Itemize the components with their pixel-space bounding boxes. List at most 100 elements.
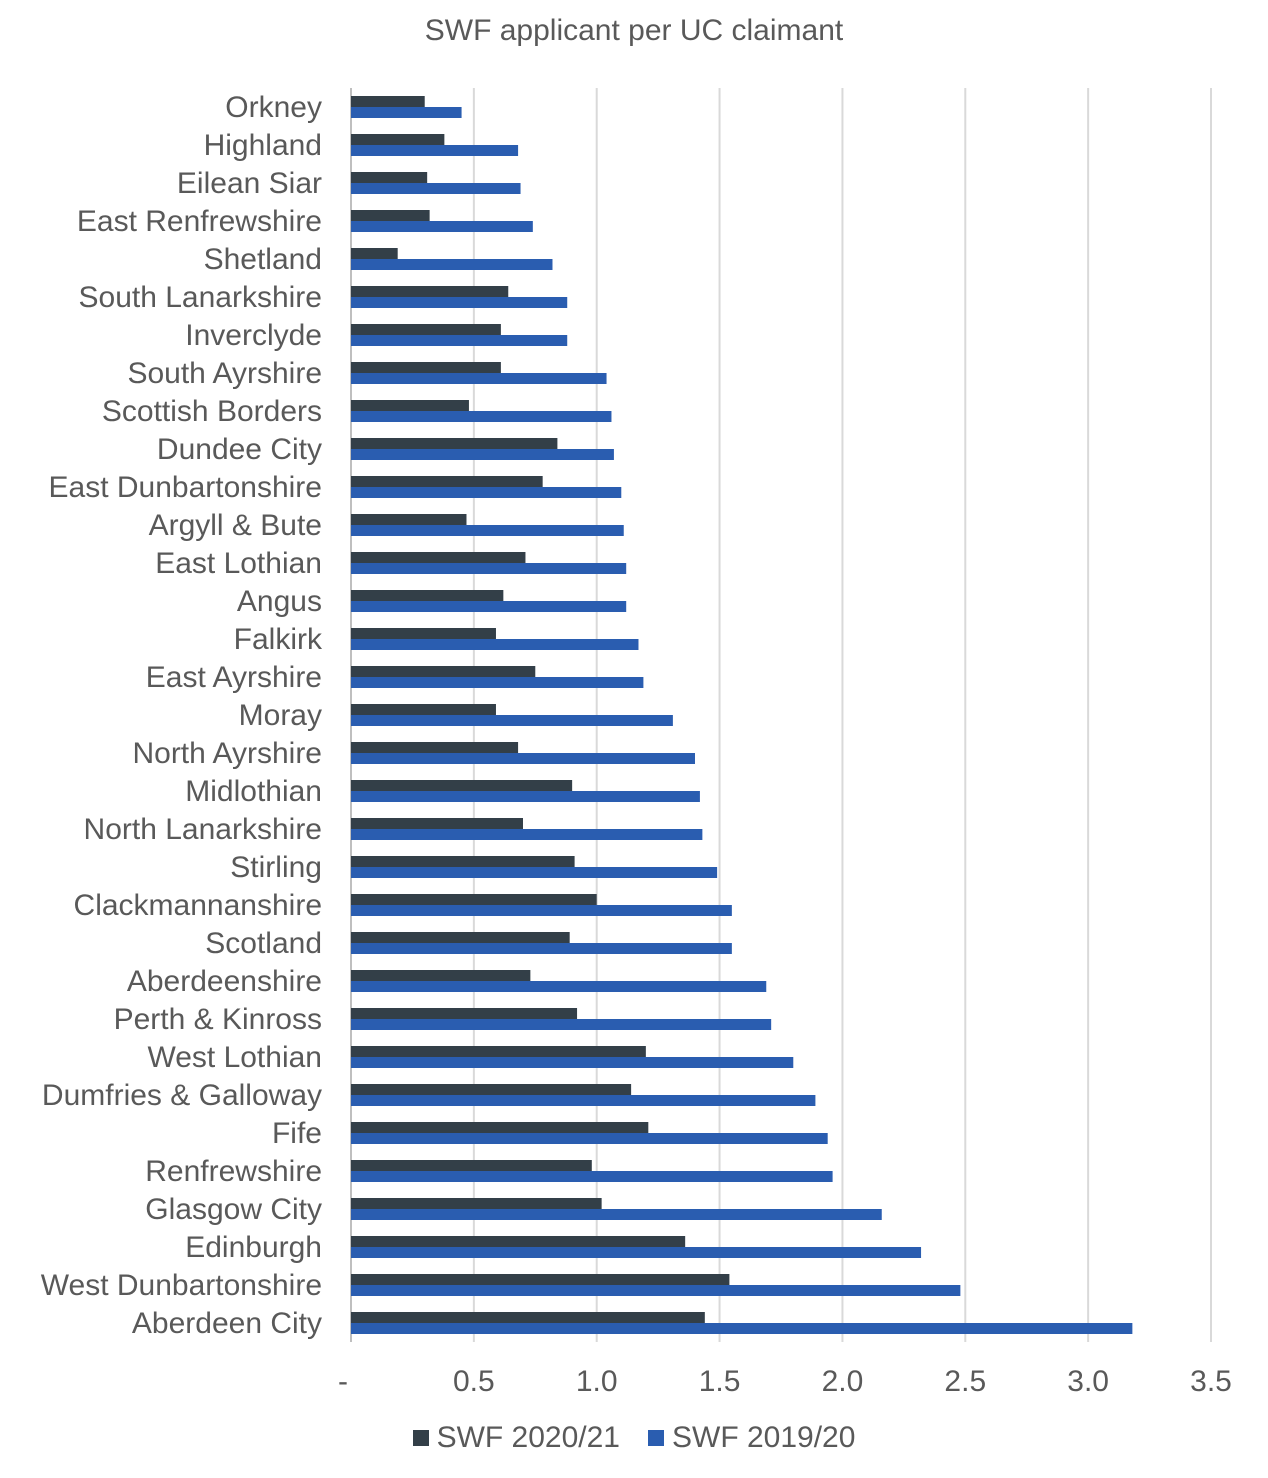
bar-2020-21 (351, 894, 597, 905)
category-label: Scottish Borders (102, 395, 322, 428)
bar-2019-20 (351, 1171, 833, 1182)
x-tick-label: 3.0 (1067, 1365, 1109, 1398)
x-tick-label: 1.0 (576, 1365, 618, 1398)
bar-2020-21 (351, 704, 496, 715)
bar-2020-21 (351, 970, 531, 981)
bar-2020-21 (351, 628, 496, 639)
category-label: Stirling (230, 851, 322, 884)
x-tick-label: 0.5 (453, 1365, 495, 1398)
category-label: South Ayrshire (127, 357, 322, 390)
bar-2020-21 (351, 438, 558, 449)
bar-2019-20 (351, 107, 462, 118)
category-label: Shetland (204, 243, 322, 276)
category-label: Eilean Siar (177, 167, 322, 200)
legend-item-2020-21: SWF 2020/21 (412, 1421, 620, 1455)
bar-2019-20 (351, 905, 732, 916)
bar-2019-20 (351, 829, 703, 840)
category-label: East Ayrshire (146, 661, 322, 694)
bar-2020-21 (351, 1160, 592, 1171)
category-label: Fife (272, 1117, 322, 1150)
category-label: Moray (239, 699, 322, 732)
bar-2019-20 (351, 1209, 882, 1220)
category-label: East Lothian (155, 547, 322, 580)
bar-2019-20 (351, 867, 718, 878)
bar-2020-21 (351, 362, 501, 373)
bar-2019-20 (351, 791, 700, 802)
bars (351, 96, 1133, 1334)
bar-2020-21 (351, 286, 509, 297)
category-label: North Lanarkshire (84, 813, 322, 846)
x-tick-label: 1.5 (699, 1365, 741, 1398)
category-label: Midlothian (185, 775, 322, 808)
bar-2020-21 (351, 134, 445, 145)
bar-2019-20 (351, 525, 624, 536)
bar-2020-21 (351, 1008, 578, 1019)
bar-2020-21 (351, 780, 573, 791)
bar-2020-21 (351, 1084, 632, 1095)
legend: SWF 2020/21 SWF 2019/20 (0, 1421, 1268, 1455)
bar-2020-21 (351, 96, 425, 107)
bar-2019-20 (351, 1057, 794, 1068)
bar-2019-20 (351, 411, 612, 422)
category-label: West Dunbartonshire (41, 1269, 322, 1302)
bar-2019-20 (351, 259, 553, 270)
bar-2020-21 (351, 666, 536, 677)
bar-2019-20 (351, 639, 639, 650)
x-axis-ticks: - 0.5 1.0 1.5 2.0 2.5 3.0 3.5 (338, 1365, 1232, 1398)
bar-2020-21 (351, 400, 469, 411)
bar-2020-21 (351, 1122, 649, 1133)
bar-2020-21 (351, 172, 428, 183)
bar-2019-20 (351, 183, 521, 194)
category-labels: Orkney Highland Eilean Siar East Renfrewshi… (41, 91, 323, 1340)
bar-2019-20 (351, 449, 614, 460)
legend-swatch-2020-21 (412, 1430, 429, 1446)
bar-2019-20 (351, 1095, 816, 1106)
bar-2019-20 (351, 487, 622, 498)
category-label: Argyll & Bute (149, 509, 322, 542)
bar-2019-20 (351, 715, 673, 726)
bar-2020-21 (351, 552, 526, 563)
category-label: North Ayrshire (132, 737, 322, 770)
bar-2020-21 (351, 1312, 705, 1323)
bar-2019-20 (351, 981, 767, 992)
legend-item-2019-20: SWF 2019/20 (648, 1421, 855, 1455)
bar-2019-20 (351, 373, 607, 384)
category-label: Falkirk (234, 623, 323, 656)
bar-2020-21 (351, 476, 543, 487)
bar-2019-20 (351, 1285, 961, 1296)
bar-2020-21 (351, 324, 501, 335)
bar-2020-21 (351, 856, 575, 867)
bar-2019-20 (351, 335, 568, 346)
bar-2020-21 (351, 248, 398, 259)
category-label: Angus (237, 585, 322, 618)
category-label: Aberdeenshire (127, 965, 322, 998)
category-label: West Lothian (147, 1041, 322, 1074)
bar-2020-21 (351, 1274, 730, 1285)
bar-2019-20 (351, 601, 627, 612)
category-label: Dundee City (157, 433, 322, 466)
legend-label-2019-20: SWF 2019/20 (672, 1421, 856, 1454)
chart-title: SWF applicant per UC claimant (424, 14, 844, 47)
bar-2020-21 (351, 1198, 602, 1209)
category-label: Edinburgh (185, 1231, 322, 1264)
bar-2020-21 (351, 590, 504, 601)
x-tick-label: 3.5 (1190, 1365, 1232, 1398)
bar-2019-20 (351, 221, 533, 232)
x-tick-label: - (338, 1365, 348, 1398)
bar-2019-20 (351, 297, 568, 308)
bar-2019-20 (351, 753, 695, 764)
bar-2019-20 (351, 1323, 1133, 1334)
bar-2019-20 (351, 145, 519, 156)
bar-2019-20 (351, 1019, 772, 1030)
bar-2020-21 (351, 210, 430, 221)
x-tick-label: 2.0 (822, 1365, 864, 1398)
bar-2019-20 (351, 563, 627, 574)
bar-2020-21 (351, 1236, 686, 1247)
legend-swatch-2019-20 (648, 1430, 664, 1446)
category-label: Glasgow City (145, 1193, 322, 1226)
category-label: Highland (204, 129, 322, 162)
bar-2020-21 (351, 932, 570, 943)
bar-2019-20 (351, 943, 732, 954)
category-label: East Dunbartonshire (49, 471, 323, 504)
